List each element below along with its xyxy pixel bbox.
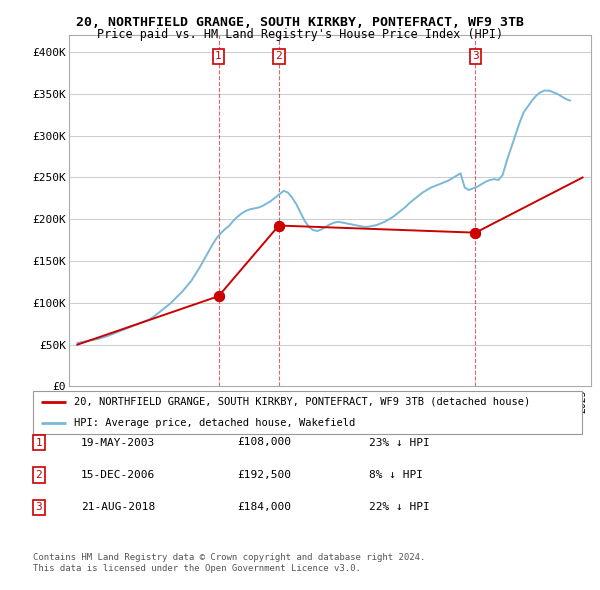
Text: 21-AUG-2018: 21-AUG-2018 [81, 503, 155, 512]
Text: 20, NORTHFIELD GRANGE, SOUTH KIRKBY, PONTEFRACT, WF9 3TB: 20, NORTHFIELD GRANGE, SOUTH KIRKBY, PON… [76, 16, 524, 29]
Text: 8% ↓ HPI: 8% ↓ HPI [369, 470, 423, 480]
Text: 15-DEC-2006: 15-DEC-2006 [81, 470, 155, 480]
Text: 23% ↓ HPI: 23% ↓ HPI [369, 438, 430, 447]
Text: Contains HM Land Registry data © Crown copyright and database right 2024.: Contains HM Land Registry data © Crown c… [33, 553, 425, 562]
Text: £192,500: £192,500 [237, 470, 291, 480]
Text: 3: 3 [35, 503, 43, 512]
Text: 3: 3 [472, 51, 479, 61]
Text: 2: 2 [35, 470, 43, 480]
Text: 22% ↓ HPI: 22% ↓ HPI [369, 503, 430, 512]
FancyBboxPatch shape [33, 391, 582, 434]
Text: 19-MAY-2003: 19-MAY-2003 [81, 438, 155, 447]
Text: This data is licensed under the Open Government Licence v3.0.: This data is licensed under the Open Gov… [33, 565, 361, 573]
Text: Price paid vs. HM Land Registry's House Price Index (HPI): Price paid vs. HM Land Registry's House … [97, 28, 503, 41]
Text: HPI: Average price, detached house, Wakefield: HPI: Average price, detached house, Wake… [74, 418, 355, 428]
Text: £184,000: £184,000 [237, 503, 291, 512]
Text: 20, NORTHFIELD GRANGE, SOUTH KIRKBY, PONTEFRACT, WF9 3TB (detached house): 20, NORTHFIELD GRANGE, SOUTH KIRKBY, PON… [74, 397, 530, 407]
Text: 1: 1 [215, 51, 222, 61]
Text: 2: 2 [275, 51, 282, 61]
Text: 1: 1 [35, 438, 43, 447]
Text: £108,000: £108,000 [237, 438, 291, 447]
